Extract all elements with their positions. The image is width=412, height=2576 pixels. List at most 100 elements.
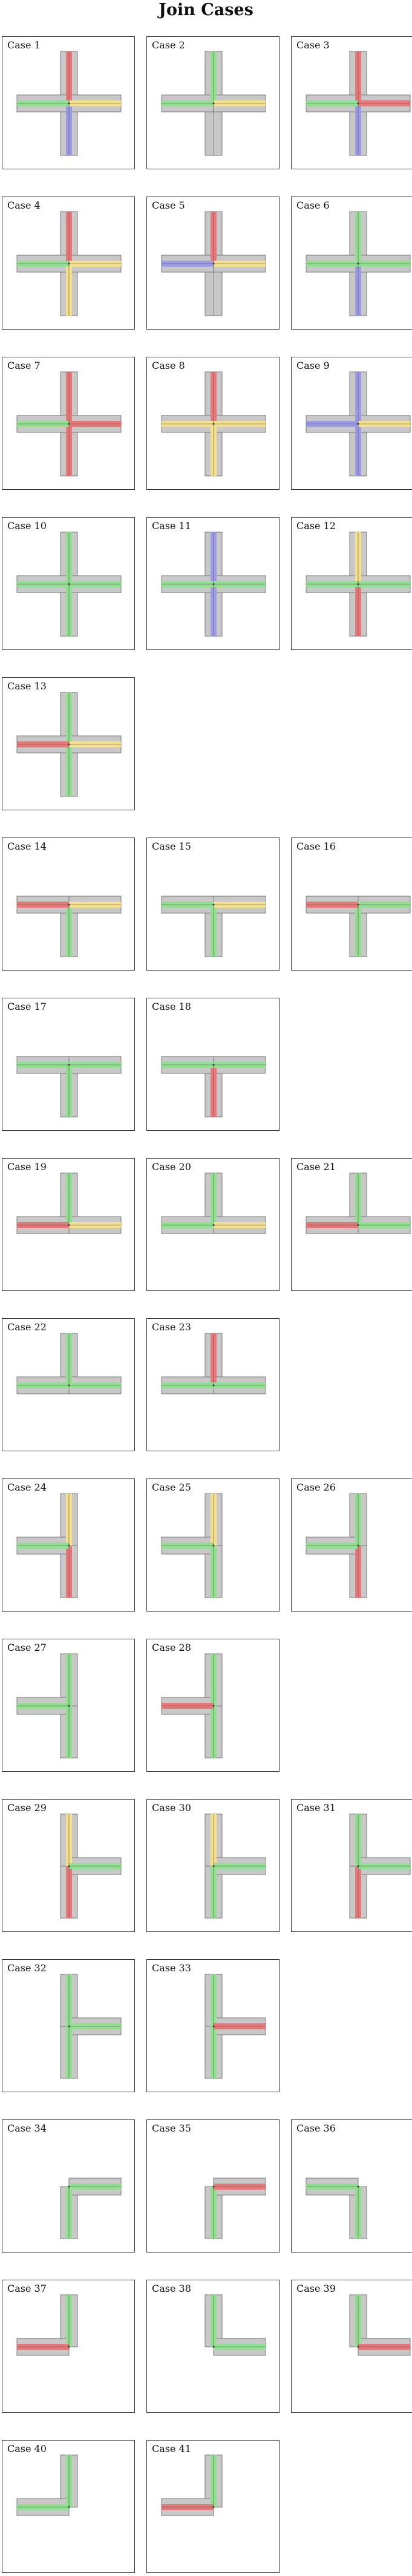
- case-label: Case 11: [152, 520, 191, 532]
- case-label: Case 15: [152, 841, 191, 852]
- junction-point: [68, 1544, 70, 1547]
- case-label: Case 8: [152, 360, 185, 371]
- case-label: Case 7: [7, 360, 41, 371]
- join-diagram: [60, 1974, 122, 2079]
- case-label: Case 1: [7, 39, 41, 51]
- junction-point: [357, 423, 359, 425]
- case-panel: Case 10: [2, 517, 135, 650]
- join-diagram: [204, 1813, 266, 1919]
- junction-point: [68, 2185, 70, 2188]
- junction-point: [357, 583, 359, 585]
- junction-point: [68, 1705, 70, 1707]
- junction-point: [68, 2346, 70, 2348]
- junction-point: [68, 1224, 70, 1226]
- case-panel: Case 19: [2, 1158, 135, 1291]
- case-panel: Case 21: [291, 1158, 412, 1291]
- join-diagram: [161, 211, 266, 316]
- junction-point: [212, 583, 215, 585]
- join-diagram: [60, 1813, 122, 1919]
- case-panel: Case 6: [291, 197, 412, 330]
- case-panel: Case 8: [146, 357, 280, 490]
- case-panel: Case 2: [146, 36, 280, 169]
- case-panel: Case 9: [291, 357, 412, 490]
- case-label: Case 26: [296, 1482, 336, 1493]
- junction-point: [212, 1064, 215, 1066]
- case-label: Case 12: [296, 520, 336, 532]
- junction-point: [68, 743, 70, 746]
- case-panel: Case 18: [146, 998, 280, 1131]
- case-label: Case 41: [152, 2443, 191, 2454]
- case-label: Case 39: [296, 2283, 336, 2294]
- case-label: Case 36: [296, 2122, 336, 2134]
- case-panel: Case 16: [291, 838, 412, 971]
- case-label: Case 24: [7, 1482, 47, 1493]
- case-label: Case 17: [7, 1001, 47, 1012]
- case-panel: Case 41: [146, 2440, 280, 2573]
- junction-point: [212, 2025, 215, 2028]
- join-diagram: [204, 1974, 266, 2079]
- case-label: Case 22: [7, 1321, 47, 1333]
- junction-point: [212, 1865, 215, 1867]
- case-panel: Case 24: [2, 1478, 135, 1612]
- case-panel: Case 25: [146, 1478, 280, 1612]
- junction-point: [68, 2025, 70, 2028]
- join-diagram: [306, 2178, 367, 2239]
- join-diagram: [161, 2454, 223, 2516]
- case-label: Case 37: [7, 2283, 47, 2294]
- case-label: Case 34: [7, 2122, 47, 2134]
- join-diagram: [306, 51, 411, 156]
- case-panel: Case 14: [2, 838, 135, 971]
- junction-point: [212, 2506, 215, 2508]
- join-diagram: [16, 1653, 78, 1758]
- junction-point: [357, 1865, 359, 1867]
- case-label: Case 33: [152, 1962, 191, 1974]
- junction-point: [68, 583, 70, 585]
- join-diagram: [204, 2294, 266, 2356]
- join-diagram: [306, 371, 411, 476]
- join-diagram: [16, 211, 122, 316]
- case-panel: Case 11: [146, 517, 280, 650]
- case-panel: Case 28: [146, 1639, 280, 1772]
- case-panel: Case 31: [291, 1799, 412, 1932]
- junction-point: [357, 1544, 359, 1547]
- join-diagram: [16, 896, 122, 957]
- case-panel: Case 4: [2, 197, 135, 330]
- join-diagram: [161, 1333, 266, 1394]
- case-panel: Case 34: [2, 2119, 135, 2252]
- junction-point: [68, 102, 70, 105]
- case-panel: Case 13: [2, 677, 135, 810]
- page-title: Join Cases: [159, 1, 253, 19]
- join-diagram: [306, 1493, 367, 1598]
- join-diagram: [161, 1056, 266, 1117]
- case-label: Case 35: [152, 2122, 191, 2134]
- case-label: Case 14: [7, 841, 47, 852]
- case-panel: Case 15: [146, 838, 280, 971]
- join-diagram: [60, 2178, 122, 2239]
- case-panel: Case 5: [146, 197, 280, 330]
- case-label: Case 9: [296, 360, 330, 371]
- join-diagram: [16, 1173, 122, 1234]
- join-diagram: [306, 532, 411, 637]
- case-panel: Case 35: [146, 2119, 280, 2252]
- case-label: Case 30: [152, 1802, 191, 1813]
- case-panel: Case 40: [2, 2440, 135, 2573]
- junction-point: [68, 1064, 70, 1066]
- join-diagram: [161, 1653, 223, 1758]
- junction-point: [68, 1384, 70, 1387]
- case-label: Case 29: [7, 1802, 47, 1813]
- case-label: Case 6: [296, 200, 330, 211]
- junction-point: [357, 903, 359, 906]
- join-diagram: [349, 2294, 411, 2356]
- case-label: Case 25: [152, 1482, 191, 1493]
- join-diagram: [16, 2454, 78, 2516]
- case-label: Case 4: [7, 200, 41, 211]
- junction-point: [357, 102, 359, 105]
- join-diagram: [204, 2178, 266, 2239]
- join-diagram: [16, 1493, 78, 1598]
- junction-point: [212, 102, 215, 105]
- case-label: Case 31: [296, 1802, 336, 1813]
- join-diagram: [161, 532, 266, 637]
- case-panel: Case 3: [291, 36, 412, 169]
- case-label: Case 38: [152, 2283, 191, 2294]
- case-panel: Case 29: [2, 1799, 135, 1932]
